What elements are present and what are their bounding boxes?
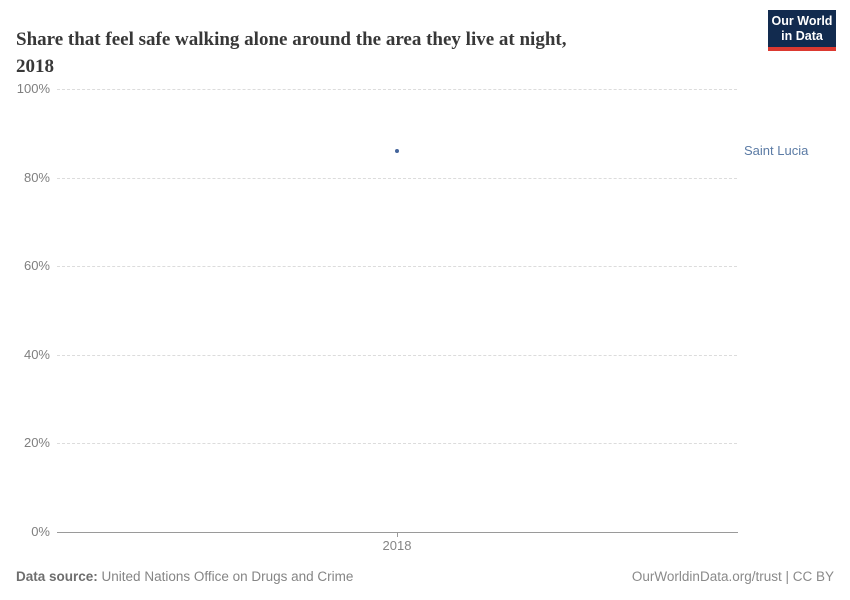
attribution-link[interactable]: OurWorldinData.org/trust | CC BY xyxy=(631,569,834,584)
y-tick-label: 80% xyxy=(23,169,50,185)
gridline xyxy=(57,354,737,356)
gridline xyxy=(57,177,737,179)
gridline xyxy=(57,89,737,90)
x-tick-label: 2018 xyxy=(382,538,412,553)
data-source-note: Data source: United Nations Office on Dr… xyxy=(16,569,353,584)
chart-title-line-2: 2018 xyxy=(16,55,54,77)
owid-logo-line-2: in Data xyxy=(781,28,823,43)
chart-title: Share that feel safe walking alone aroun… xyxy=(16,26,566,80)
x-axis-tick xyxy=(397,533,398,537)
entity-label[interactable]: Saint Lucia xyxy=(744,143,809,159)
y-tick-label: 40% xyxy=(23,346,50,362)
y-tick-label: 100% xyxy=(16,81,50,96)
gridline xyxy=(57,443,737,445)
data-source-text: United Nations Office on Drugs and Crime xyxy=(101,569,354,584)
owid-logo-line-1: Our World xyxy=(771,13,833,28)
chart-title-line-1: Share that feel safe walking alone aroun… xyxy=(16,28,567,50)
x-axis-line xyxy=(57,532,738,533)
gridline xyxy=(57,266,737,268)
owid-logo[interactable]: Our World in Data xyxy=(768,10,836,51)
data-point[interactable] xyxy=(395,149,399,154)
data-source-label: Data source: xyxy=(16,569,98,584)
y-tick-label: 20% xyxy=(23,435,50,451)
y-tick-label: 60% xyxy=(23,258,50,274)
y-tick-label: 0% xyxy=(31,524,50,539)
